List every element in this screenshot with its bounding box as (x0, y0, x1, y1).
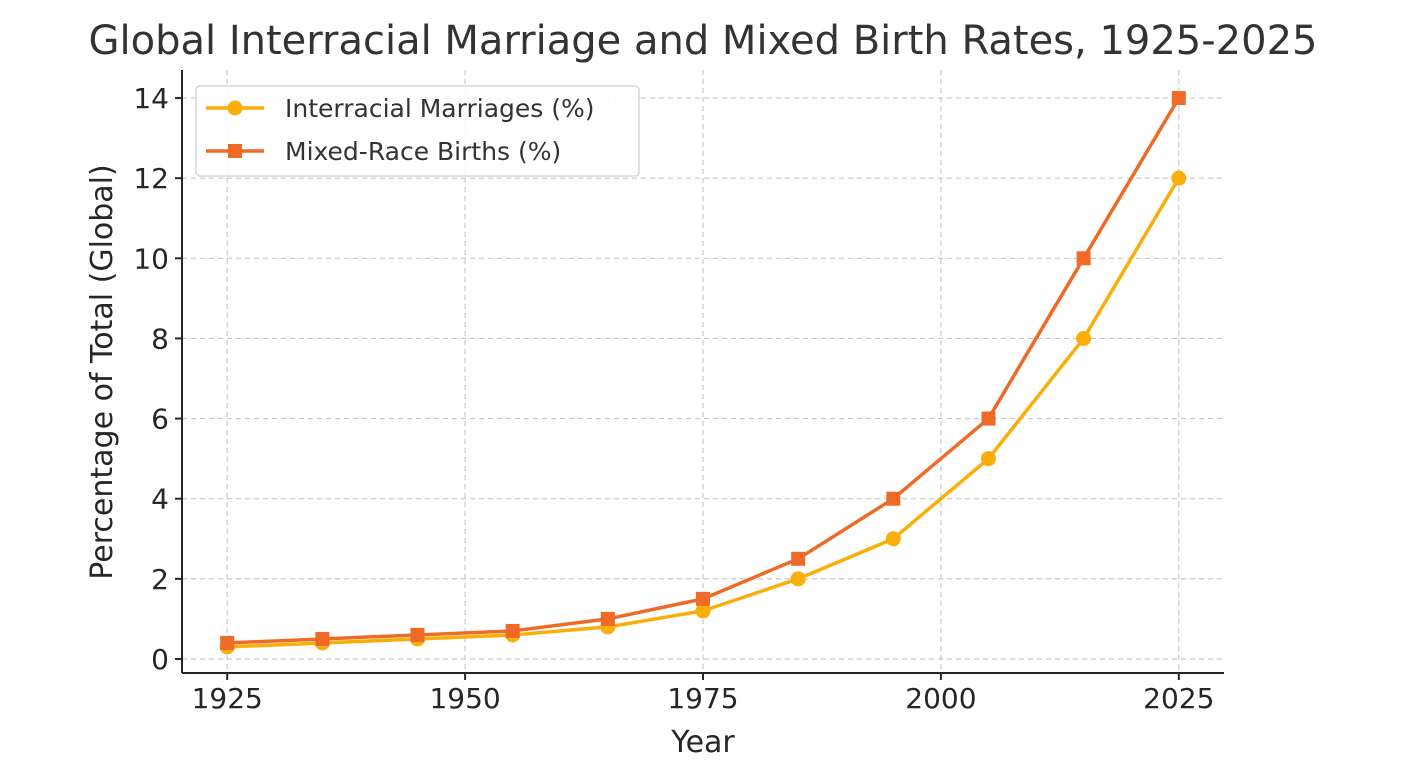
y-tick-label: 14 (133, 82, 169, 115)
series-2-point (1171, 91, 1186, 106)
grid-layer (182, 70, 1224, 673)
series-1-point (695, 603, 711, 619)
series-2-point (600, 611, 615, 626)
legend-box (195, 85, 640, 177)
chart-title: Global Interracial Marriage and Mixed Bi… (89, 18, 1318, 64)
series-1-point (1076, 330, 1092, 346)
series-2-point (505, 623, 520, 638)
axes-layer: 1925 1950 1975 2000 2025 0 2 4 6 8 10 12 14 (133, 70, 1224, 715)
series-layer (219, 91, 1187, 655)
legend-marker-1 (227, 100, 243, 116)
series-2-point (1076, 251, 1091, 266)
legend-label-2: Mixed-Race Births (%) (285, 137, 561, 166)
legend: Interracial Marriages (%) Mixed-Race Birt… (195, 85, 640, 177)
y-tick-label: 2 (151, 563, 169, 596)
legend-label-1: Interracial Marriages (%) (285, 94, 595, 123)
y-axis-label: Percentage of Total (Global) (85, 164, 120, 579)
series-2-point (315, 631, 330, 646)
y-tick-label: 12 (133, 162, 169, 195)
series-2-point (410, 627, 425, 642)
legend-marker-2 (228, 144, 242, 158)
y-tick-label: 8 (151, 322, 169, 355)
y-tick-label: 4 (151, 483, 169, 516)
series-1-point (790, 571, 806, 587)
series-2-point (886, 491, 901, 506)
series-2-point (791, 551, 806, 566)
series-1-point (980, 451, 996, 467)
y-tick-label: 0 (151, 643, 169, 676)
series-1-point (1171, 170, 1187, 186)
series-2-point (696, 591, 710, 606)
x-tick-label: 2025 (1143, 682, 1214, 715)
series-2-point (981, 411, 996, 426)
y-tick-label: 10 (133, 242, 169, 275)
x-tick-label: 1950 (429, 682, 500, 715)
series-1-point (885, 531, 901, 547)
x-tick-label: 1975 (667, 682, 738, 715)
x-tick-label: 1925 (192, 682, 263, 715)
x-axis-label: Year (670, 725, 735, 760)
y-tick-label: 6 (151, 403, 169, 436)
x-tick-label: 2000 (905, 682, 976, 715)
series-2-point (220, 635, 235, 650)
